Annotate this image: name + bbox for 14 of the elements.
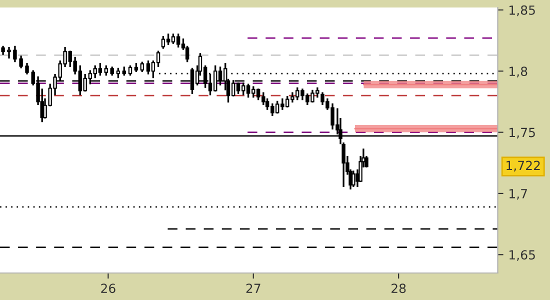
candlestick bbox=[7, 47, 11, 58]
y-tick-label: 1,65 bbox=[510, 250, 535, 261]
y-tick-label: 1,8 bbox=[510, 66, 528, 78]
text: 1,722 bbox=[506, 160, 540, 172]
candlestick bbox=[25, 62, 29, 74]
candlestick bbox=[19, 56, 23, 68]
x-tick-label: 26 bbox=[101, 284, 116, 294]
candlestick bbox=[352, 170, 356, 187]
y-tick-label: 1,7 bbox=[510, 189, 527, 200]
candlestick bbox=[13, 46, 17, 62]
x-tick-label: 28 bbox=[392, 284, 406, 294]
y-tick-label: 1,85 bbox=[510, 5, 535, 16]
x-tick-label: 27 bbox=[246, 284, 260, 293]
y-tick-label: 1,75 bbox=[510, 128, 535, 138]
